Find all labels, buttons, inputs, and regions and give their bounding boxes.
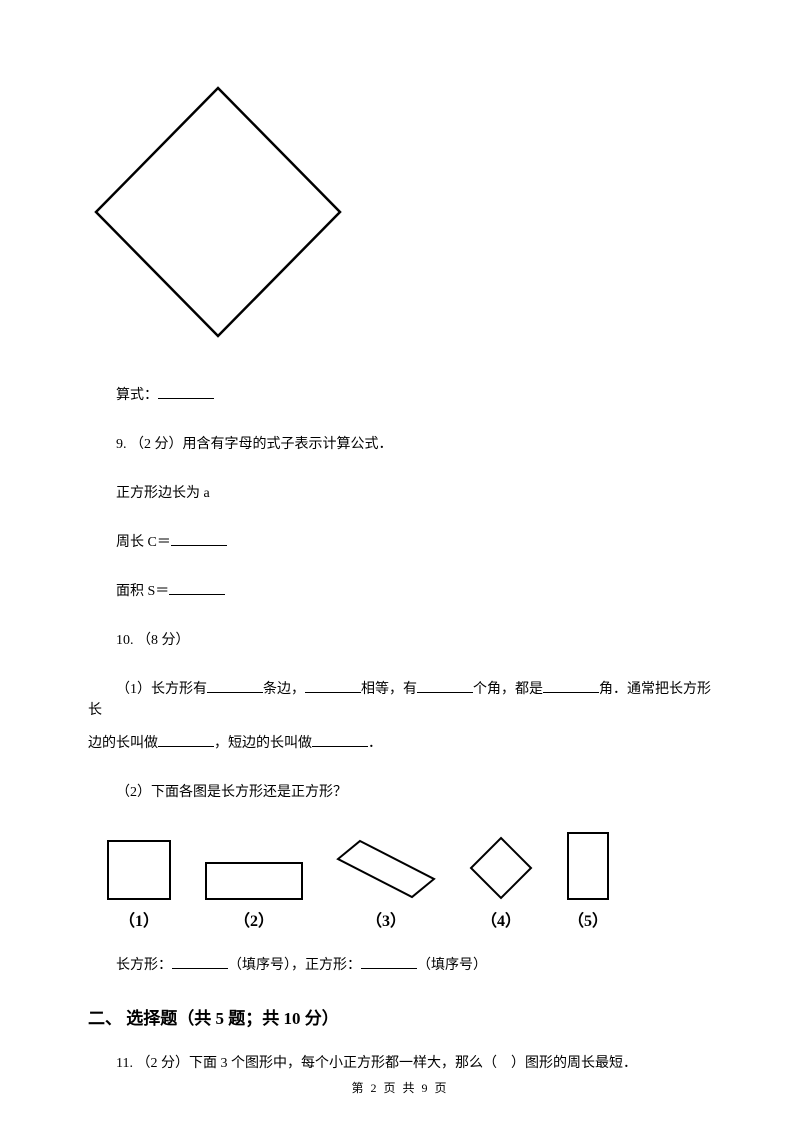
q11-text: 11. （2 分）下面 3 个图形中，每个小正方形都一样大，那么（ ）图形的周长… bbox=[88, 1053, 712, 1074]
q10-part1-line1: （1）长方形有条边，相等，有个角，都是角．通常把长方形长 bbox=[88, 679, 712, 721]
q9-perimeter-blank[interactable] bbox=[171, 532, 227, 546]
q10-header: 10. （8 分） bbox=[88, 630, 712, 651]
shape-3-label: （3） bbox=[366, 907, 406, 931]
shape-4: （4） bbox=[468, 835, 534, 931]
q10-part2: （2）下面各图是长方形还是正方形？ bbox=[88, 782, 712, 803]
diamond-shape bbox=[96, 88, 340, 336]
diamond-figure bbox=[88, 80, 348, 340]
q9-line3: 周长 C＝ bbox=[88, 532, 712, 553]
q10-square-blank[interactable] bbox=[361, 955, 417, 969]
q10-blank-4[interactable] bbox=[543, 679, 599, 693]
shape-1: （1） bbox=[106, 839, 172, 931]
page-footer: 第 2 页 共 9 页 bbox=[0, 1079, 800, 1096]
q10-answer-line: 长方形：（填序号），正方形：（填序号） bbox=[88, 955, 712, 976]
shape-5-svg bbox=[566, 831, 610, 901]
shape-4-label: （4） bbox=[481, 907, 521, 931]
q8-blank[interactable] bbox=[158, 385, 214, 399]
shape-5-label: （5） bbox=[568, 907, 608, 931]
q8-label: 算式： bbox=[116, 388, 158, 403]
section-2-heading: 二、 选择题（共 5 题；共 10 分） bbox=[88, 1004, 712, 1029]
q8-line: 算式： bbox=[88, 385, 712, 406]
q10-blank-2[interactable] bbox=[305, 679, 361, 693]
shape-2-label: （2） bbox=[234, 907, 274, 931]
q10-blank-5[interactable] bbox=[158, 733, 214, 747]
shape-3-svg bbox=[336, 837, 436, 901]
q10-blank-1[interactable] bbox=[207, 679, 263, 693]
shapes-row: （1） （2） （3） （4） （5） bbox=[106, 831, 712, 931]
q9-line2: 正方形边长为 a bbox=[88, 483, 712, 504]
q10-part1-line2: 边的长叫做，短边的长叫做． bbox=[88, 733, 712, 754]
shape-1-label: （1） bbox=[119, 907, 159, 931]
q9-line4: 面积 S＝ bbox=[88, 581, 712, 602]
shape-3: （3） bbox=[336, 837, 436, 931]
q10-blank-6[interactable] bbox=[312, 733, 368, 747]
q9-area-blank[interactable] bbox=[169, 581, 225, 595]
q10-blank-3[interactable] bbox=[417, 679, 473, 693]
q10-rect-blank[interactable] bbox=[172, 955, 228, 969]
shape-2: （2） bbox=[204, 861, 304, 931]
q9-line1: 9. （2 分）用含有字母的式子表示计算公式． bbox=[88, 434, 712, 455]
shape-5: （5） bbox=[566, 831, 610, 931]
shape-2-svg bbox=[204, 861, 304, 901]
shape-4-svg bbox=[468, 835, 534, 901]
shape-1-svg bbox=[106, 839, 172, 901]
